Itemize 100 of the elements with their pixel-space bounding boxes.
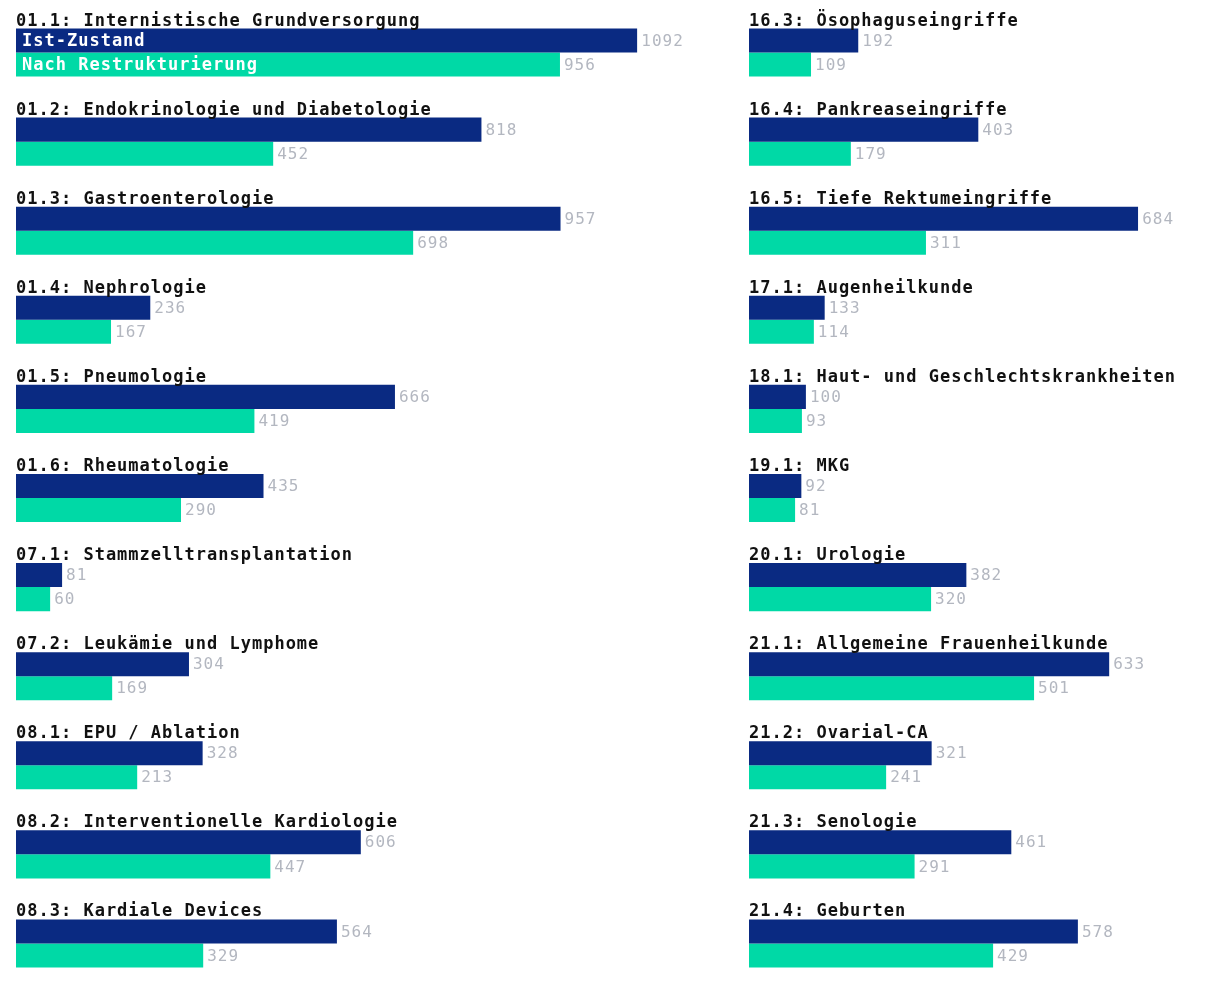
data-label: 1092 <box>641 30 684 50</box>
data-label: 167 <box>115 322 147 341</box>
bar <box>749 498 796 523</box>
y-tick-label: 01.1: Internistische Grundversorgung <box>16 9 421 30</box>
data-label: 501 <box>1038 678 1070 698</box>
data-label: 452 <box>277 143 310 163</box>
bar <box>16 652 189 677</box>
data-label: 435 <box>267 476 300 496</box>
bar <box>749 919 1078 944</box>
data-label: 311 <box>929 232 962 252</box>
y-tick-label: 16.4: Pankreaseingriffe <box>749 98 1008 119</box>
data-label: 382 <box>970 565 1003 585</box>
data-label: 100 <box>809 387 842 407</box>
bar <box>749 676 1035 701</box>
data-label: 304 <box>192 654 225 674</box>
data-label: 114 <box>817 322 850 341</box>
data-label: 606 <box>364 832 397 852</box>
bar <box>749 117 979 142</box>
bar <box>16 765 138 790</box>
data-label: 93 <box>805 411 828 431</box>
y-tick-label: 16.3: Ösophaguseingriffe <box>749 8 1019 30</box>
data-label: 291 <box>918 856 951 876</box>
bar <box>16 943 204 968</box>
data-label: 633 <box>1113 654 1146 674</box>
data-label: 684 <box>1142 208 1175 228</box>
bar <box>749 141 851 166</box>
data-label: 290 <box>185 500 217 520</box>
data-label: 109 <box>815 54 847 74</box>
bar <box>749 587 932 612</box>
y-tick-label: 17.1: Augenheilkunde <box>749 276 974 297</box>
data-label: 419 <box>258 411 291 431</box>
y-tick-label: 01.6: Rheumatologie <box>16 455 230 475</box>
bar <box>749 230 926 255</box>
data-label: 169 <box>116 678 149 698</box>
bar <box>16 676 113 701</box>
bar <box>749 741 932 766</box>
data-label: 564 <box>340 921 373 941</box>
bar <box>16 741 203 766</box>
data-label: 957 <box>564 208 597 228</box>
bar <box>749 319 814 344</box>
y-tick-label: 07.2: Leukämie und Lymphome <box>16 633 320 654</box>
y-tick-label: 21.4: Geburten <box>749 900 907 921</box>
data-label: 956 <box>563 54 596 74</box>
bar <box>16 563 63 588</box>
data-label: 429 <box>997 945 1030 965</box>
bar <box>16 319 112 344</box>
data-label: 461 <box>1015 832 1048 852</box>
bar <box>749 563 967 588</box>
y-tick-label: 01.3: Gastroenterologie <box>16 187 275 208</box>
bar <box>749 652 1110 677</box>
bar <box>749 854 915 879</box>
data-label: 320 <box>935 589 967 609</box>
bar <box>16 117 482 142</box>
y-tick-label: 19.1: MKG <box>749 455 851 475</box>
data-label: 698 <box>417 232 450 252</box>
y-tick-label: 08.2: Interventionelle Kardiologie <box>16 811 398 832</box>
data-label: 192 <box>862 30 895 50</box>
bar <box>749 943 994 968</box>
data-label: 92 <box>805 476 827 496</box>
data-label: 81 <box>799 500 821 520</box>
data-label: 213 <box>141 767 174 787</box>
data-label: 321 <box>935 743 968 763</box>
data-label: 133 <box>828 297 861 317</box>
y-tick-label: 16.5: Tiefe Rektumeingriffe <box>749 187 1053 208</box>
bar <box>16 854 271 879</box>
y-tick-label: 01.5: Pneumologie <box>16 365 207 386</box>
bar <box>16 384 395 409</box>
y-tick-label: 07.1: Stammzelltransplantation <box>16 544 354 565</box>
y-tick-label: 01.2: Endokrinologie und Diabetologie <box>16 98 432 119</box>
data-label: 81 <box>66 565 88 585</box>
bar <box>749 765 887 790</box>
bar <box>749 206 1139 231</box>
data-label: 236 <box>154 297 187 317</box>
y-tick-label: 21.1: Allgemeine Frauenheilkunde <box>749 633 1109 654</box>
bar <box>16 498 182 523</box>
y-tick-label: 08.3: Kardiale Devices <box>16 900 264 921</box>
y-tick-label: 20.1: Urologie <box>749 544 907 565</box>
bar <box>749 408 802 433</box>
bar <box>16 141 274 166</box>
y-tick-label: 08.1: EPU / Ablation <box>16 722 241 743</box>
data-label: 578 <box>1081 921 1114 941</box>
series-label: Ist-Zustand <box>22 29 146 50</box>
bar <box>16 28 638 53</box>
data-label: 666 <box>398 387 431 407</box>
data-label: 60 <box>54 589 76 609</box>
bar <box>16 587 51 612</box>
bar <box>16 206 561 231</box>
bar <box>16 919 337 944</box>
data-label: 179 <box>854 143 887 163</box>
bar <box>16 295 151 320</box>
y-tick-label: 18.1: Haut- und Geschlechtskrankheiten <box>749 365 1176 386</box>
data-label: 328 <box>206 743 239 763</box>
series-label: Nach Restrukturierung <box>22 53 258 74</box>
y-tick-label: 01.4: Nephrologie <box>16 276 207 297</box>
bar <box>749 384 806 409</box>
data-label: 447 <box>274 856 307 876</box>
bar <box>16 408 255 433</box>
bar <box>16 830 361 855</box>
data-label: 403 <box>982 119 1015 139</box>
data-label: 241 <box>890 767 923 787</box>
